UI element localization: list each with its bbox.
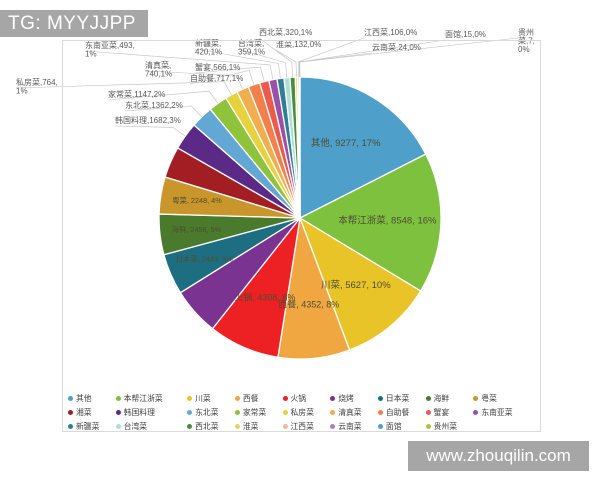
svg-text:江西菜,106,0%: 江西菜,106,0%: [364, 27, 417, 37]
svg-text:西北菜,320,1%: 西北菜,320,1%: [259, 27, 312, 37]
svg-text:私房菜,764,1%: 私房菜,764, 1%: [16, 77, 58, 96]
svg-text:面馆,15,0%: 面馆,15,0%: [445, 29, 486, 39]
